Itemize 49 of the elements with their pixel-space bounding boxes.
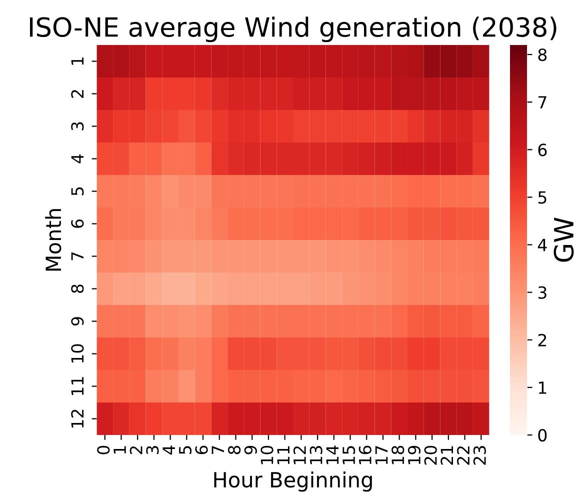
x-tick-label: 20 (424, 446, 437, 465)
color-bar-label: 0 (538, 428, 547, 442)
x-tick-label: 4 (162, 446, 175, 455)
y-tick-label: 5 (71, 187, 84, 196)
x-tick-label: 10 (260, 446, 274, 464)
y-tick-label: 10 (71, 344, 84, 363)
x-tick-label: 16 (358, 446, 372, 464)
y-tick-label: 6 (71, 219, 84, 228)
color-bar-label: 6 (538, 144, 547, 156)
color-bar-label: 7 (538, 96, 546, 108)
x-tick-label: 9 (244, 446, 257, 454)
x-tick-label: 8 (228, 446, 241, 454)
x-tick-label: 3 (146, 446, 159, 454)
color-bar-label: 5 (538, 191, 546, 204)
x-tick-label: 19 (408, 446, 421, 464)
x-tick-label: 14 (326, 446, 338, 464)
color-bar-title: GW (554, 218, 574, 262)
x-tick-label: 0 (97, 446, 110, 454)
y-tick-label: 1 (71, 57, 84, 65)
color-bar-label: 2 (538, 334, 546, 346)
x-tick-label: 12 (293, 446, 306, 464)
x-tick-label: 2 (130, 446, 142, 454)
x-tick-label: 6 (195, 446, 208, 454)
y-tick-label: 9 (71, 317, 84, 326)
x-tick-label: 22 (457, 446, 470, 465)
chart-title: ISO-NE average Wind generation (2038) (30, 16, 556, 42)
y-tick-label: 3 (71, 122, 84, 130)
color-bar-label: 3 (538, 286, 546, 299)
x-tick-label: 18 (392, 446, 404, 464)
x-tick-label: 17 (375, 446, 388, 464)
x-tick-label: 21 (440, 446, 454, 465)
y-tick-label: 2 (71, 90, 84, 98)
color-bar-label: 8 (538, 48, 547, 62)
y-tick-label: 4 (71, 154, 84, 164)
x-tick-label: 13 (310, 446, 322, 464)
x-tick-label: 7 (212, 446, 224, 454)
y-tick-label: 8 (71, 284, 84, 293)
x-tick-label: 15 (342, 446, 356, 464)
x-tick-label: 5 (179, 446, 192, 454)
y-tick-label: 12 (71, 410, 84, 428)
y-tick-label: 11 (71, 377, 84, 396)
x-axis-title: Hour Beginning (214, 471, 372, 492)
y-tick-label: 7 (71, 252, 84, 260)
x-tick-label: 1 (114, 446, 126, 454)
color-bar-label: 4 (538, 238, 547, 252)
x-tick-label: 23 (473, 446, 486, 465)
y-axis-title: Month (45, 209, 62, 271)
x-tick-label: 11 (277, 446, 290, 464)
color-bar-label: 1 (538, 382, 546, 394)
